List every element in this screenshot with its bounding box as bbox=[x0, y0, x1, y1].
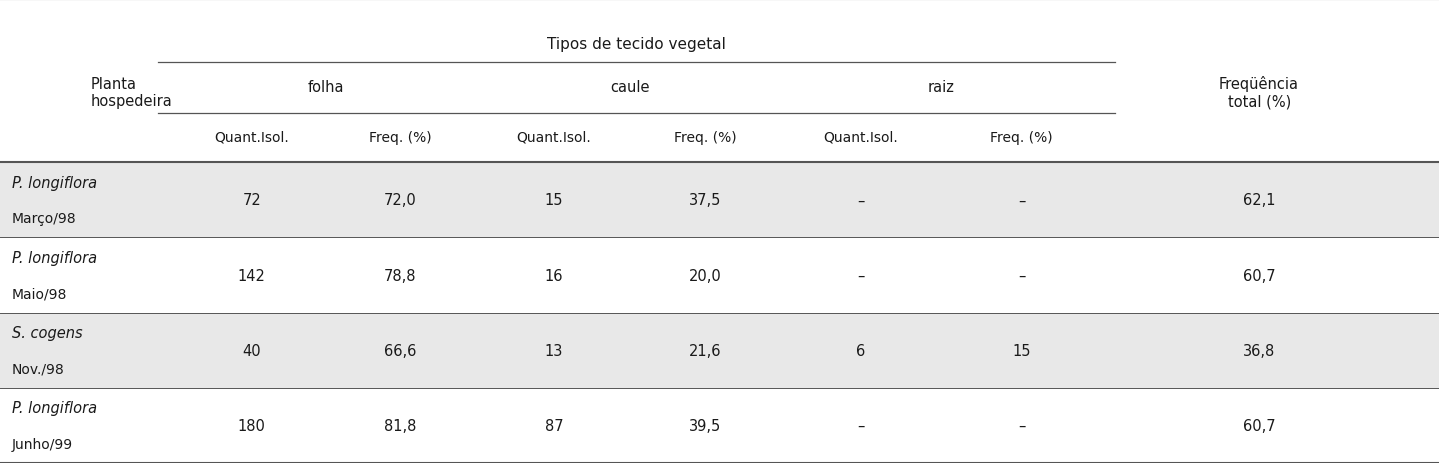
Bar bbox=[0, 163, 1439, 238]
Bar bbox=[0, 238, 1439, 313]
Text: 62,1: 62,1 bbox=[1243, 193, 1275, 208]
Text: 15: 15 bbox=[1013, 343, 1030, 358]
Text: 72,0: 72,0 bbox=[384, 193, 416, 208]
Text: 15: 15 bbox=[545, 193, 563, 208]
Text: 60,7: 60,7 bbox=[1243, 268, 1275, 283]
Text: raiz: raiz bbox=[928, 80, 954, 94]
Text: 20,0: 20,0 bbox=[689, 268, 721, 283]
Text: 72: 72 bbox=[242, 193, 262, 208]
Text: Planta
hospedeira: Planta hospedeira bbox=[91, 76, 173, 109]
Text: Freq. (%): Freq. (%) bbox=[673, 131, 737, 144]
Text: P. longiflora: P. longiflora bbox=[12, 250, 96, 265]
Text: Freq. (%): Freq. (%) bbox=[990, 131, 1053, 144]
Text: –: – bbox=[1017, 268, 1026, 283]
Text: 36,8: 36,8 bbox=[1243, 343, 1275, 358]
Text: Freqüência
total (%): Freqüência total (%) bbox=[1219, 76, 1299, 109]
Text: P. longiflora: P. longiflora bbox=[12, 175, 96, 190]
Text: Tipos de tecido vegetal: Tipos de tecido vegetal bbox=[547, 37, 727, 51]
Text: Freq. (%): Freq. (%) bbox=[368, 131, 432, 144]
Bar bbox=[0, 313, 1439, 388]
Text: Quant.Isol.: Quant.Isol. bbox=[214, 131, 289, 144]
Text: 39,5: 39,5 bbox=[689, 418, 721, 433]
Text: 87: 87 bbox=[545, 418, 563, 433]
Text: –: – bbox=[1017, 418, 1026, 433]
Text: Maio/98: Maio/98 bbox=[12, 287, 66, 301]
Text: caule: caule bbox=[610, 80, 649, 94]
Bar bbox=[0, 388, 1439, 463]
Text: Março/98: Março/98 bbox=[12, 212, 76, 226]
Text: 66,6: 66,6 bbox=[384, 343, 416, 358]
Text: 21,6: 21,6 bbox=[689, 343, 721, 358]
Text: –: – bbox=[856, 268, 865, 283]
Text: S. cogens: S. cogens bbox=[12, 325, 82, 340]
Text: folha: folha bbox=[308, 80, 344, 94]
Text: 13: 13 bbox=[545, 343, 563, 358]
Text: 60,7: 60,7 bbox=[1243, 418, 1275, 433]
Text: 40: 40 bbox=[243, 343, 260, 358]
Text: 180: 180 bbox=[237, 418, 266, 433]
Text: 78,8: 78,8 bbox=[384, 268, 416, 283]
Text: Quant.Isol.: Quant.Isol. bbox=[517, 131, 591, 144]
Text: 142: 142 bbox=[237, 268, 266, 283]
Text: –: – bbox=[856, 193, 865, 208]
Text: –: – bbox=[1017, 193, 1026, 208]
Text: 37,5: 37,5 bbox=[689, 193, 721, 208]
Text: 81,8: 81,8 bbox=[384, 418, 416, 433]
Text: 6: 6 bbox=[856, 343, 865, 358]
Text: P. longiflora: P. longiflora bbox=[12, 400, 96, 415]
Text: Quant.Isol.: Quant.Isol. bbox=[823, 131, 898, 144]
Text: Nov./98: Nov./98 bbox=[12, 362, 65, 376]
Text: Junho/99: Junho/99 bbox=[12, 437, 72, 451]
Text: –: – bbox=[856, 418, 865, 433]
Text: 16: 16 bbox=[545, 268, 563, 283]
